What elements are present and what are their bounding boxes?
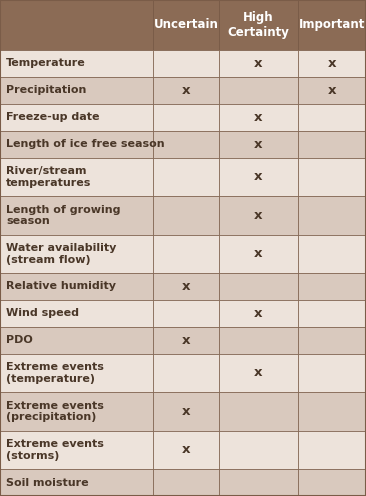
Bar (153, 158, 219, 196)
Bar (298, 50, 366, 77)
Bar (0, 77, 153, 104)
Bar (219, 392, 298, 431)
Bar (153, 131, 219, 158)
Text: x: x (182, 405, 190, 418)
Bar (298, 0, 366, 50)
Bar (0, 158, 153, 196)
Bar (219, 327, 298, 354)
Bar (153, 300, 219, 327)
Bar (153, 273, 219, 300)
Text: x: x (254, 111, 263, 124)
Text: Water availability
(stream flow): Water availability (stream flow) (6, 243, 116, 264)
Bar (219, 469, 298, 496)
Bar (0, 300, 153, 327)
Bar (0, 0, 153, 50)
Bar (153, 196, 219, 235)
Text: x: x (254, 307, 263, 320)
Text: x: x (254, 367, 263, 379)
Bar (219, 300, 298, 327)
Text: x: x (182, 443, 190, 456)
Bar (153, 104, 219, 131)
Text: Soil moisture: Soil moisture (6, 478, 89, 488)
Text: Extreme events
(temperature): Extreme events (temperature) (6, 362, 104, 384)
Bar (153, 327, 219, 354)
Text: x: x (254, 57, 263, 70)
Text: Temperature: Temperature (6, 59, 86, 68)
Bar (298, 196, 366, 235)
Bar (153, 235, 219, 273)
Text: x: x (328, 84, 336, 97)
Bar (219, 77, 298, 104)
Bar (0, 131, 153, 158)
Bar (153, 392, 219, 431)
Text: Precipitation: Precipitation (6, 85, 86, 95)
Bar (219, 131, 298, 158)
Bar (0, 431, 153, 469)
Bar (298, 469, 366, 496)
Bar (298, 431, 366, 469)
Text: Extreme events
(storms): Extreme events (storms) (6, 439, 104, 461)
Bar (0, 104, 153, 131)
Bar (0, 392, 153, 431)
Bar (219, 104, 298, 131)
Bar (298, 327, 366, 354)
Bar (153, 0, 219, 50)
Bar (298, 104, 366, 131)
Bar (0, 235, 153, 273)
Bar (219, 196, 298, 235)
Text: Uncertain: Uncertain (154, 18, 219, 31)
Text: x: x (254, 248, 263, 260)
Text: Length of growing
season: Length of growing season (6, 204, 120, 226)
Bar (153, 469, 219, 496)
Bar (298, 77, 366, 104)
Text: x: x (182, 280, 190, 293)
Bar (153, 431, 219, 469)
Bar (219, 50, 298, 77)
Bar (219, 273, 298, 300)
Bar (298, 354, 366, 392)
Bar (219, 354, 298, 392)
Bar (298, 273, 366, 300)
Text: Length of ice free season: Length of ice free season (6, 139, 165, 149)
Text: x: x (328, 57, 336, 70)
Bar (219, 0, 298, 50)
Bar (0, 50, 153, 77)
Text: x: x (254, 170, 263, 184)
Text: Extreme events
(precipitation): Extreme events (precipitation) (6, 401, 104, 422)
Text: PDO: PDO (6, 335, 33, 345)
Bar (0, 469, 153, 496)
Text: x: x (182, 334, 190, 347)
Bar (0, 327, 153, 354)
Bar (298, 158, 366, 196)
Text: Important: Important (299, 18, 365, 31)
Bar (219, 158, 298, 196)
Text: Wind speed: Wind speed (6, 309, 79, 318)
Bar (153, 77, 219, 104)
Bar (153, 50, 219, 77)
Bar (298, 235, 366, 273)
Text: x: x (254, 209, 263, 222)
Text: High
Certainty: High Certainty (228, 11, 290, 39)
Bar (219, 235, 298, 273)
Bar (0, 273, 153, 300)
Text: x: x (254, 138, 263, 151)
Bar (153, 354, 219, 392)
Bar (0, 354, 153, 392)
Bar (0, 196, 153, 235)
Bar (298, 300, 366, 327)
Text: x: x (182, 84, 190, 97)
Text: River/stream
temperatures: River/stream temperatures (6, 166, 91, 187)
Bar (298, 392, 366, 431)
Bar (219, 431, 298, 469)
Bar (298, 131, 366, 158)
Text: Freeze-up date: Freeze-up date (6, 112, 100, 123)
Text: Relative humidity: Relative humidity (6, 281, 116, 292)
